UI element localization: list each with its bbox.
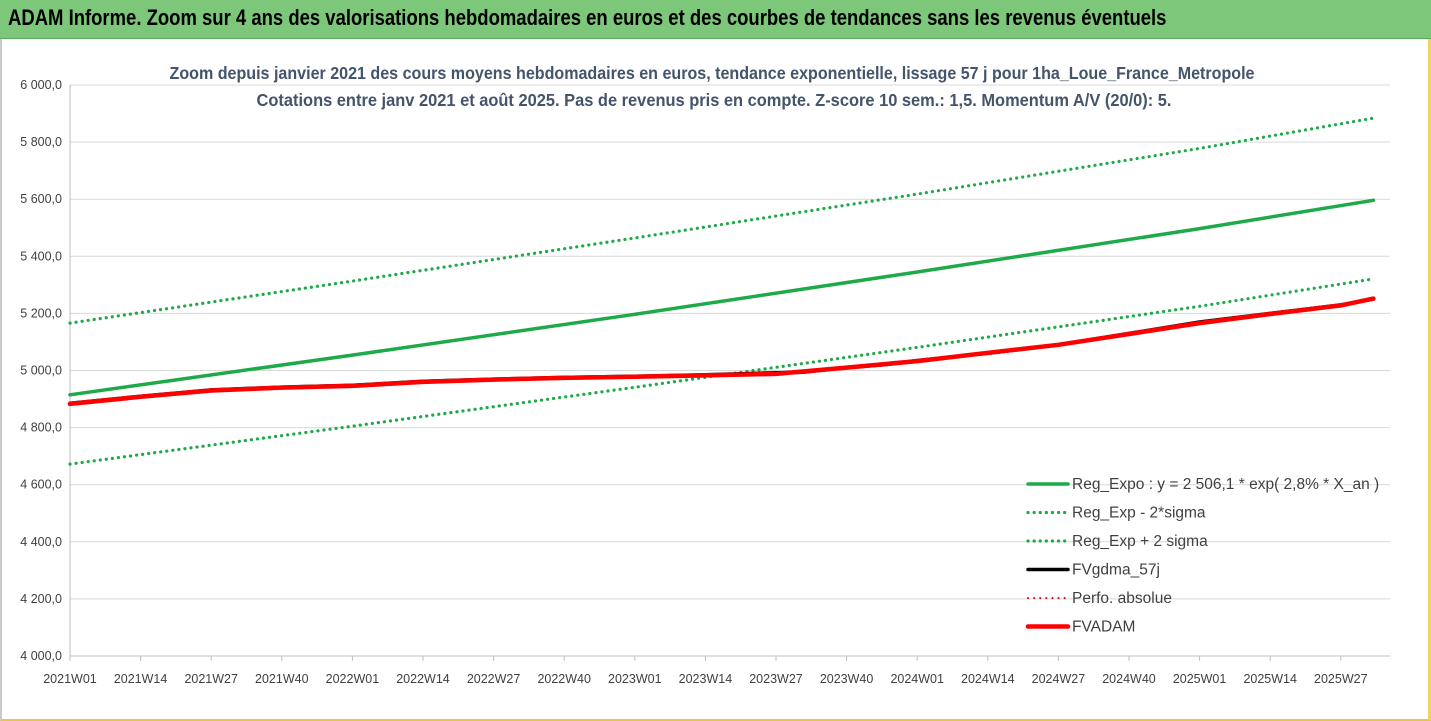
- legend-label: FVADAM: [1072, 619, 1135, 636]
- x-tick-label: 2023W27: [749, 672, 803, 686]
- series-line-1: [68, 277, 1375, 466]
- x-tick-label: 2022W40: [537, 672, 591, 686]
- page-title: ADAM Informe. Zoom sur 4 ans des valoris…: [8, 5, 1167, 30]
- x-tick-label: 2023W14: [679, 672, 733, 686]
- y-tick-label: 4 200,0: [20, 592, 62, 606]
- x-tick-label: 2021W27: [184, 672, 238, 686]
- y-tick-label: 4 800,0: [20, 421, 62, 435]
- chart-title-line2: Cotations entre janv 2021 et août 2025. …: [257, 90, 1172, 110]
- legend-label: Reg_Expo : y = 2 506,1 * exp( 2,8% * X_a…: [1072, 476, 1379, 493]
- legend-label: Reg_Exp + 2 sigma: [1072, 533, 1208, 550]
- y-tick-label: 6 000,0: [20, 78, 62, 92]
- series-line-0: [68, 198, 1376, 397]
- x-tick-label: 2021W14: [114, 672, 168, 686]
- x-tick-label: 2021W40: [255, 672, 309, 686]
- x-axis: 2021W01 2021W14 2021W27 2021W40 2022W01 2022W…: [43, 655, 1390, 686]
- series-line-2: [68, 116, 1375, 325]
- x-tick-label: 2021W01: [43, 672, 97, 686]
- x-tick-label: 2024W14: [961, 672, 1015, 686]
- x-tick-label: 2025W27: [1314, 672, 1368, 686]
- y-tick-label: 4 600,0: [20, 478, 62, 492]
- y-tick-label: 5 000,0: [20, 364, 62, 378]
- x-tick-label: 2023W01: [608, 672, 662, 686]
- x-tick-label: 2023W40: [820, 672, 874, 686]
- x-tick-label: 2025W01: [1173, 672, 1227, 686]
- y-tick-label: 5 800,0: [20, 135, 62, 149]
- y-tick-label: 5 200,0: [20, 306, 62, 320]
- x-tick-label: 2024W40: [1102, 672, 1156, 686]
- x-tick-label: 2022W01: [326, 672, 380, 686]
- legend-label: Reg_Exp - 2*sigma: [1072, 505, 1206, 522]
- series-lines: [67, 116, 1376, 466]
- x-tick-label: 2022W14: [396, 672, 450, 686]
- y-tick-label: 5 400,0: [20, 249, 62, 263]
- y-axis: 4 000,0 4 200,0 4 400,0 4 600,0 4 800,0 5 000…: [20, 78, 71, 663]
- chart-title-line1: Zoom depuis janvier 2021 des cours moyen…: [170, 63, 1255, 83]
- header-banner: ADAM Informe. Zoom sur 4 ans des valoris…: [0, 0, 1431, 39]
- y-tick-label: 4 000,0: [20, 649, 62, 663]
- legend-label: Perfo. absolue: [1072, 590, 1172, 607]
- x-tick-label: 2022W27: [467, 672, 521, 686]
- series-line-5: [67, 296, 1376, 407]
- legend: Reg_Expo : y = 2 506,1 * exp( 2,8% * X_a…: [1025, 476, 1379, 636]
- x-tick-label: 2025W14: [1243, 672, 1297, 686]
- y-tick-label: 4 400,0: [20, 535, 62, 549]
- x-tick-label: 2024W27: [1032, 672, 1086, 686]
- legend-label: FVgdma_57j: [1072, 562, 1160, 579]
- chart-frame: [0, 39, 1431, 721]
- grid-lines: [70, 84, 1390, 657]
- x-tick-label: 2024W01: [890, 672, 944, 686]
- y-tick-label: 5 600,0: [20, 192, 62, 206]
